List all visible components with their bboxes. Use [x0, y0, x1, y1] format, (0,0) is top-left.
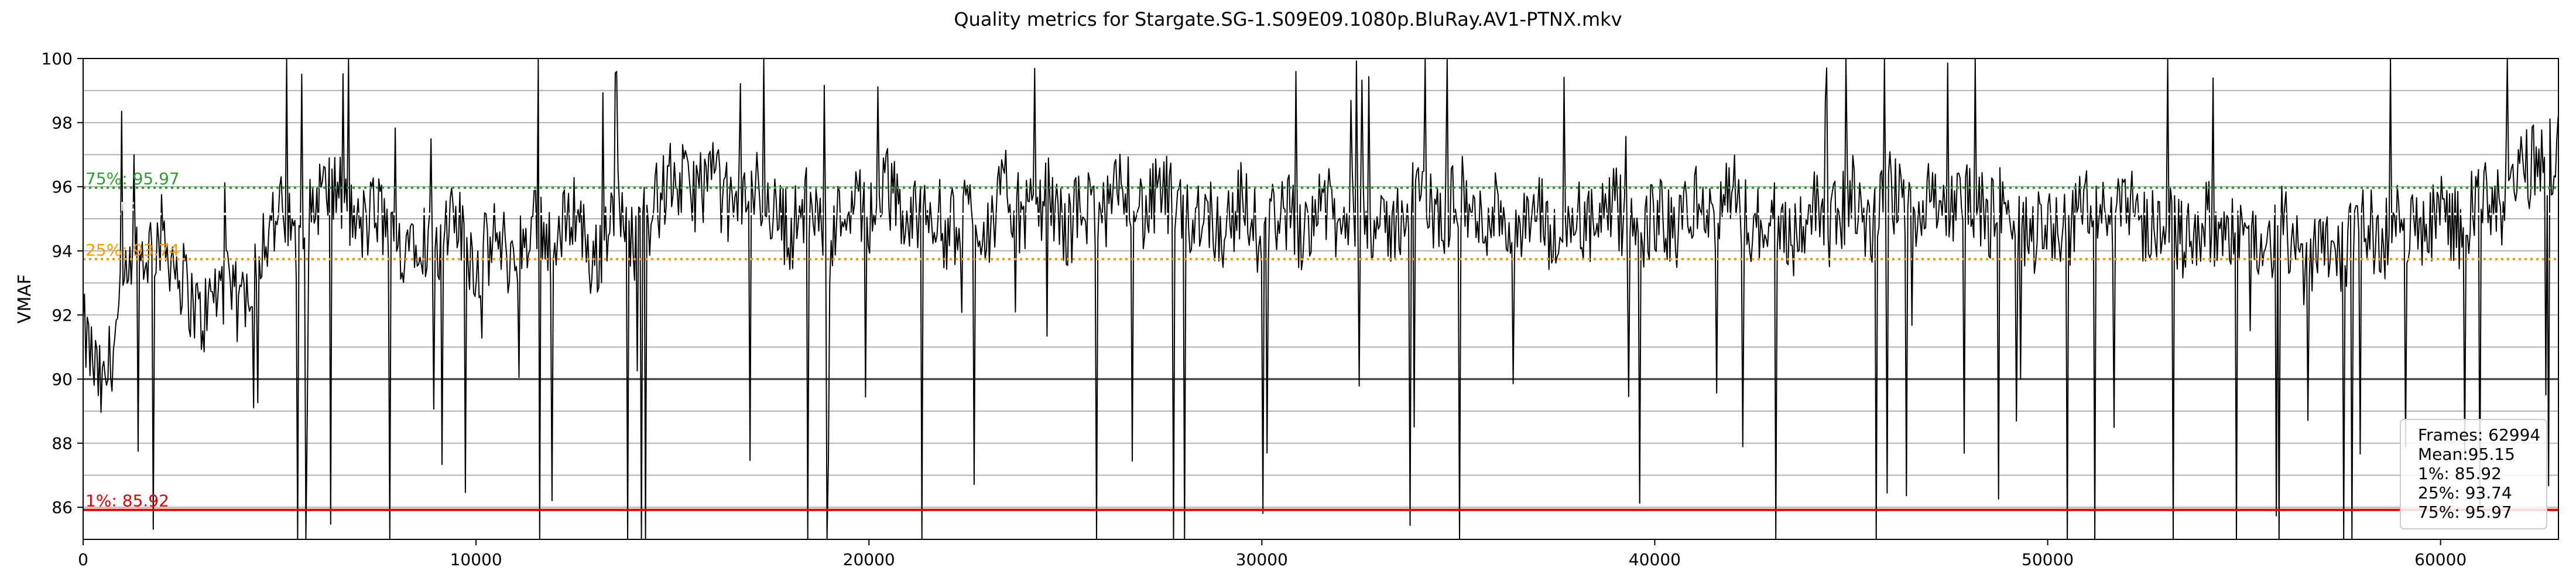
legend-box [2400, 419, 2547, 529]
y-tick-label: 92 [52, 305, 73, 325]
series-layer [83, 58, 2559, 540]
legend-entry: Frames: 62994 [2418, 425, 2540, 445]
x-tick-label: 0 [78, 550, 88, 569]
y-tick-label: 100 [42, 49, 73, 68]
grid-lines [83, 90, 2558, 508]
x-tick-label: 60000 [2414, 550, 2467, 569]
y-tick-label: 86 [52, 498, 73, 517]
series-line [83, 58, 2559, 540]
x-tick-label: 10000 [450, 550, 502, 569]
y-tick-label: 98 [52, 113, 73, 133]
x-tick-label: 50000 [2022, 550, 2074, 569]
y-axis: 86 88 90 92 94 96 98 100 [42, 49, 83, 517]
y-tick-label: 90 [52, 370, 73, 389]
chart-title: Quality metrics for Stargate.SG-1.S09E09… [954, 8, 1622, 30]
reference-line-label: 75%: 95.97 [85, 169, 180, 188]
reference-line-label: 1%: 85.92 [85, 491, 169, 511]
legend-entry: 75%: 95.97 [2418, 503, 2512, 522]
reference-line-label: 25%: 93.74 [85, 240, 180, 260]
x-tick-label: 40000 [1629, 550, 1681, 569]
legend-entry: 25%: 93.74 [2418, 483, 2512, 503]
x-tick-label: 30000 [1236, 550, 1288, 569]
y-tick-label: 96 [52, 177, 73, 197]
x-axis: 0 10000 20000 30000 40000 50000 60000 [78, 539, 2467, 569]
y-axis-label: VMAF [15, 274, 35, 324]
plot-frame [83, 58, 2559, 540]
y-tick-label: 94 [52, 242, 73, 261]
x-tick-label: 20000 [843, 550, 895, 569]
legend-entry: 1%: 85.92 [2418, 464, 2502, 483]
y-tick-label: 88 [52, 434, 73, 453]
reference-line-label: Mean: 95.15 [85, 195, 188, 215]
legend-entry: Mean:95.15 [2418, 445, 2515, 464]
